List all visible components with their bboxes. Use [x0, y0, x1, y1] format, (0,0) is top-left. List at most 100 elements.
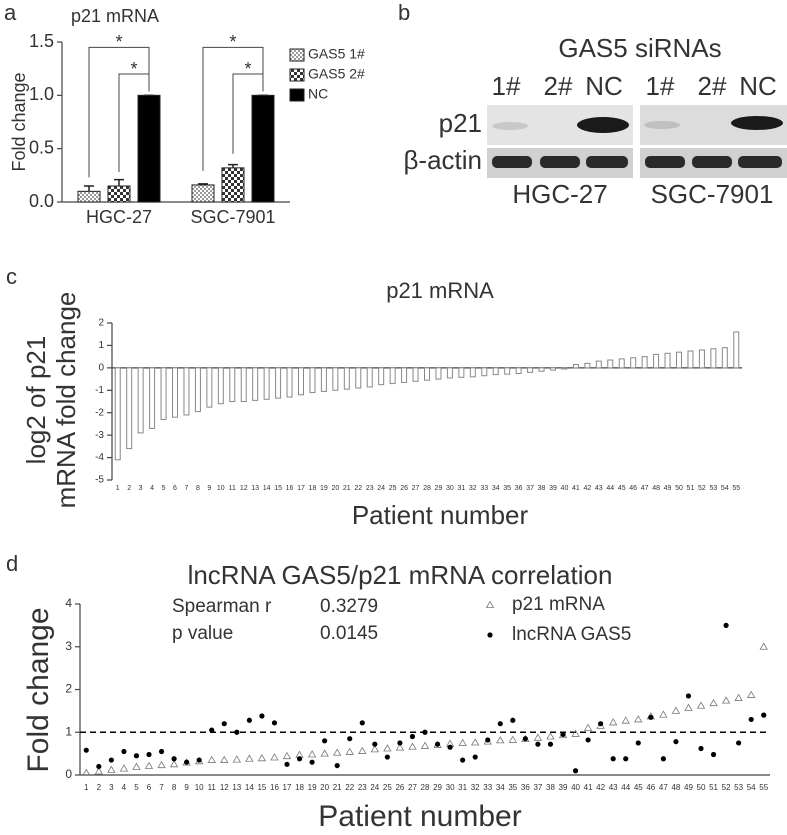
stat-label: Spearman r — [172, 596, 272, 617]
x-tick-label: 22 — [354, 485, 362, 492]
data-point — [759, 642, 768, 650]
data-point — [673, 739, 679, 745]
legend-label: lncRNA GAS5 — [512, 624, 631, 645]
x-tick-label: 20 — [320, 783, 329, 792]
data-point — [332, 748, 342, 756]
x-tick-label: 43 — [609, 783, 618, 792]
y-tick-label: -5 — [95, 475, 104, 486]
data-point — [171, 756, 177, 762]
data-point — [659, 710, 668, 718]
x-tick-label: 32 — [469, 485, 477, 492]
blot-band — [586, 156, 628, 168]
x-tick-label: 8 — [172, 783, 177, 792]
legend-swatch — [289, 68, 305, 82]
bar — [320, 367, 327, 392]
x-tick-label: 52 — [722, 783, 731, 792]
data-point — [309, 759, 315, 765]
bar — [137, 367, 144, 434]
data-point — [422, 729, 428, 735]
legend-label: GAS5 2# — [308, 66, 365, 82]
significance-label: * — [229, 32, 236, 52]
data-point — [535, 741, 541, 747]
data-point — [384, 754, 390, 760]
y-tick-label: -3 — [95, 430, 104, 441]
significance-label: * — [130, 59, 137, 79]
bar — [251, 94, 275, 203]
data-point — [234, 729, 240, 735]
x-tick-label: 30 — [446, 783, 455, 792]
x-tick-label: 24 — [370, 783, 379, 792]
bar — [698, 349, 705, 369]
x-tick-label: 1 — [116, 485, 120, 492]
data-point — [723, 622, 729, 628]
lane-label: NC — [585, 71, 623, 101]
data-point — [322, 738, 328, 744]
bar — [309, 367, 316, 394]
error-bar — [228, 163, 238, 168]
data-point — [257, 754, 267, 762]
stat-label: p value — [172, 623, 233, 644]
x-tick-label: 43 — [595, 485, 603, 492]
blot-band — [492, 122, 528, 130]
x-tick-label: 49 — [664, 485, 672, 492]
y-tick-label: 3 — [65, 639, 72, 653]
data-point — [370, 745, 380, 753]
bar — [114, 367, 121, 461]
x-tick-label: 22 — [345, 783, 354, 792]
data-point — [621, 716, 630, 724]
bar — [229, 367, 236, 403]
data-point — [761, 712, 767, 718]
data-point — [119, 764, 129, 772]
blot-title: GAS5 siRNAs — [558, 33, 721, 63]
x-tick-label: 50 — [675, 485, 683, 492]
bar — [515, 367, 522, 374]
y-tick-label: -1 — [95, 385, 104, 396]
error-bar — [84, 185, 94, 192]
legend-marker — [485, 600, 495, 608]
bar — [126, 367, 133, 450]
data-point — [358, 746, 367, 754]
bar — [618, 358, 625, 369]
blot-band — [738, 156, 782, 168]
lane-label: 2# — [544, 71, 573, 101]
cell-line-label: SGC-7901 — [651, 179, 774, 209]
bar — [107, 185, 131, 203]
y-tick-label: 0 — [65, 767, 72, 781]
data-point — [320, 749, 329, 757]
x-tick-label: 7 — [185, 485, 189, 492]
x-tick-label: 9 — [207, 485, 211, 492]
y-axis-label: mRNA fold change — [51, 292, 81, 509]
data-point — [610, 756, 616, 762]
blot-band — [692, 156, 732, 168]
x-tick-label: 15 — [257, 783, 266, 792]
data-point — [485, 737, 491, 743]
bar — [687, 350, 694, 369]
data-point — [94, 767, 104, 775]
panel-letter: a — [4, 0, 17, 25]
x-tick-label: 40 — [561, 485, 569, 492]
data-point — [82, 768, 91, 776]
bar — [206, 367, 213, 408]
x-tick-label: 13 — [251, 485, 259, 492]
bar — [194, 367, 201, 413]
data-point — [132, 762, 141, 770]
blot-band — [731, 116, 783, 130]
chart-title: p21 mRNA — [71, 6, 159, 26]
data-point — [721, 696, 731, 704]
data-point — [409, 733, 416, 740]
legend-label: GAS5 1# — [308, 46, 365, 62]
bar — [378, 367, 385, 386]
bar — [275, 367, 282, 399]
significance-bracket — [202, 46, 264, 171]
data-point — [296, 756, 303, 762]
legend-swatch — [289, 88, 305, 102]
data-point — [121, 748, 127, 755]
data-point — [458, 738, 467, 746]
data-point — [547, 741, 554, 747]
x-tick-label: 34 — [496, 783, 505, 792]
data-point — [684, 703, 693, 711]
bar — [401, 367, 408, 383]
x-tick-label: 45 — [618, 485, 626, 492]
x-tick-label: 41 — [584, 783, 593, 792]
data-point — [698, 745, 704, 752]
